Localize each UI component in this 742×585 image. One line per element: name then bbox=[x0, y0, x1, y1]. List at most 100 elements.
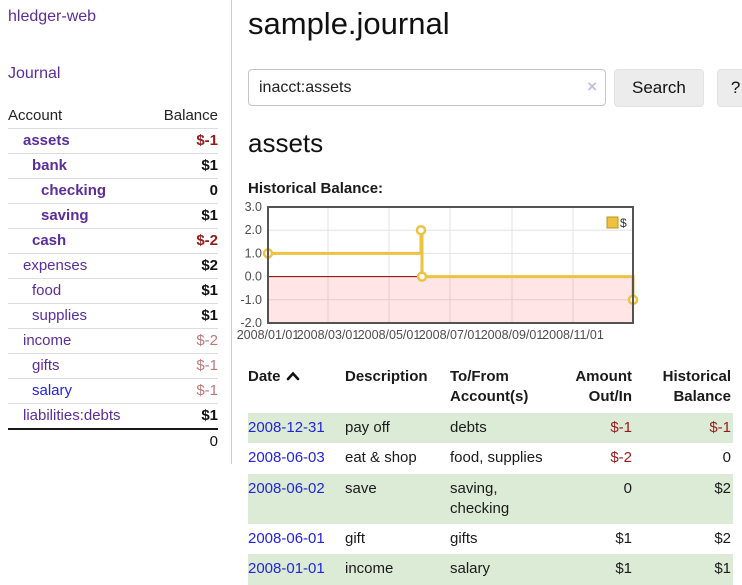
sidebar: hledger-web Journal Account Balance asse… bbox=[0, 0, 232, 464]
sidebar-item-journal[interactable]: Journal bbox=[8, 65, 61, 82]
accounts-total-balance: 0 bbox=[209, 433, 218, 450]
y-axis-tick-label: 3.0 bbox=[245, 201, 262, 214]
register-row: 2008-06-02 save saving, checking 0 $2 bbox=[248, 473, 733, 525]
account-balance: $-1 bbox=[196, 382, 218, 399]
account-balance: $1 bbox=[201, 207, 218, 224]
main-content: sample.journal × Search ? assets Histori… bbox=[232, 0, 742, 585]
account-row: checking 0 bbox=[8, 178, 218, 204]
account-row: saving $1 bbox=[8, 203, 218, 229]
x-axis-tick-label: 2008/07/01 bbox=[419, 328, 482, 342]
transaction-accounts: saving, checking bbox=[450, 479, 510, 517]
transaction-amount: $1 bbox=[615, 530, 632, 548]
account-balance: $-1 bbox=[196, 357, 218, 374]
y-axis-tick-label: -1.0 bbox=[240, 292, 262, 306]
register-header-description: Description bbox=[345, 367, 428, 385]
transaction-date-link[interactable]: 2008-06-02 bbox=[248, 479, 325, 497]
sidebar-account-cash[interactable]: cash bbox=[32, 232, 67, 249]
help-button[interactable]: ? bbox=[716, 68, 742, 107]
account-balance: $1 bbox=[201, 282, 218, 299]
account-balance: 0 bbox=[209, 182, 218, 199]
account-row: food $1 bbox=[8, 278, 218, 304]
account-row: income $-2 bbox=[8, 328, 218, 354]
transaction-date-link[interactable]: 2008-06-03 bbox=[248, 449, 325, 467]
account-balance: $1 bbox=[201, 157, 218, 174]
sidebar-account-saving[interactable]: saving bbox=[41, 207, 89, 224]
data-point-marker bbox=[415, 224, 427, 236]
legend-swatch bbox=[606, 216, 619, 229]
transaction-balance: $-1 bbox=[709, 419, 731, 437]
data-point-marker bbox=[416, 270, 428, 282]
chart-title: Historical Balance: bbox=[248, 179, 384, 197]
accounts-table-header: Account Balance bbox=[8, 104, 218, 129]
account-balance: $1 bbox=[201, 407, 218, 424]
accounts-total-row: 0 bbox=[8, 429, 218, 454]
x-axis-tick-label: 2008/03/01 bbox=[297, 328, 360, 342]
account-balance: $2 bbox=[201, 257, 218, 274]
y-axis-tick-label: 2.0 bbox=[245, 223, 262, 237]
register-header-amount: Amount Out/In bbox=[575, 367, 632, 405]
account-balance: $1 bbox=[201, 307, 218, 324]
account-row: expenses $2 bbox=[8, 253, 218, 279]
register-header-date[interactable]: Date bbox=[248, 365, 345, 414]
register-row: 2008-12-31 pay off debts $-1 $-1 bbox=[248, 413, 733, 444]
app-brand-link[interactable]: hledger-web bbox=[8, 8, 97, 25]
register-row: 2008-01-01 income salary $1 $1 bbox=[248, 554, 733, 585]
account-row: gifts $-1 bbox=[8, 353, 218, 379]
sidebar-account-food[interactable]: food bbox=[32, 282, 62, 299]
x-axis-tick-label: 2008/09/01 bbox=[481, 328, 544, 342]
y-axis-tick-label: 1.0 bbox=[245, 246, 262, 260]
clear-search-icon[interactable]: × bbox=[587, 77, 597, 97]
search-input[interactable] bbox=[248, 69, 606, 107]
sidebar-account-expenses[interactable]: expenses bbox=[23, 257, 88, 274]
search-button[interactable]: Search bbox=[614, 68, 704, 107]
transaction-amount: 0 bbox=[623, 479, 632, 497]
x-axis-tick-label: 2008/11/01 bbox=[542, 328, 604, 342]
x-axis-tick-label: 2008/05/01 bbox=[358, 328, 421, 342]
register-header-historical: Historical Balance bbox=[662, 367, 731, 405]
chart-canvas: $3.0 2.0 1.0 0.0 -1.0 -2.02008/01/012008/03/0… bbox=[237, 200, 639, 342]
account-balance: $-1 bbox=[196, 132, 218, 149]
sidebar-account-gifts[interactable]: gifts bbox=[32, 357, 60, 374]
transaction-description: eat & shop bbox=[345, 449, 417, 467]
account-row: cash $-2 bbox=[8, 228, 218, 254]
sidebar-account-salary[interactable]: salary bbox=[32, 382, 73, 399]
accounts-header-balance: Balance bbox=[163, 107, 218, 124]
transaction-accounts: gifts bbox=[450, 530, 478, 548]
accounts-table: Account Balance assets $-1 bank $1 checking 0… bbox=[8, 104, 218, 454]
register-row: 2008-06-01 gift gifts $1 $2 bbox=[248, 524, 733, 554]
transaction-date-link[interactable]: 2008-06-01 bbox=[248, 530, 325, 548]
search-form: × Search ? bbox=[248, 68, 742, 107]
account-row: supplies $1 bbox=[8, 303, 218, 329]
sidebar-account-supplies[interactable]: supplies bbox=[32, 307, 88, 324]
account-row: liabilities:debts $1 bbox=[8, 403, 218, 430]
sort-ascending-icon[interactable] bbox=[286, 371, 300, 381]
accounts-header-account: Account bbox=[8, 107, 63, 124]
register-header-row: Date Description To/From Account(s) Amount … bbox=[248, 365, 733, 414]
transaction-balance: $2 bbox=[714, 479, 731, 497]
register-row: 2008-06-03 eat & shop food, supplies $-2 0 bbox=[248, 443, 733, 473]
plot-border bbox=[267, 205, 634, 324]
transaction-amount: $-1 bbox=[610, 419, 632, 437]
transaction-date-link[interactable]: 2008-12-31 bbox=[248, 419, 325, 437]
sidebar-account-liabilities-debts[interactable]: liabilities:debts bbox=[23, 407, 121, 424]
account-row: assets $-1 bbox=[8, 128, 218, 154]
transaction-balance: $1 bbox=[714, 560, 731, 578]
transaction-amount: $1 bbox=[615, 560, 632, 578]
transaction-description: income bbox=[345, 560, 394, 578]
transaction-balance: 0 bbox=[722, 449, 731, 467]
transaction-balance: $2 bbox=[714, 530, 731, 548]
register-header-to-from: To/From Account(s) bbox=[450, 367, 529, 405]
sidebar-account-checking[interactable]: checking bbox=[41, 182, 107, 199]
transaction-date-link[interactable]: 2008-01-01 bbox=[248, 560, 325, 578]
y-axis-tick-label: 0.0 bbox=[245, 269, 262, 283]
legend-label: $ bbox=[620, 216, 627, 230]
transaction-amount: $-2 bbox=[610, 449, 632, 467]
transaction-accounts: food, supplies bbox=[450, 449, 543, 467]
transaction-accounts: salary bbox=[450, 560, 491, 578]
account-heading: assets bbox=[248, 127, 324, 158]
sidebar-account-bank[interactable]: bank bbox=[32, 157, 68, 174]
transaction-description: save bbox=[345, 479, 377, 497]
sidebar-account-income[interactable]: income bbox=[23, 332, 72, 349]
sidebar-account-assets[interactable]: assets bbox=[23, 132, 70, 149]
account-row: bank $1 bbox=[8, 153, 218, 179]
